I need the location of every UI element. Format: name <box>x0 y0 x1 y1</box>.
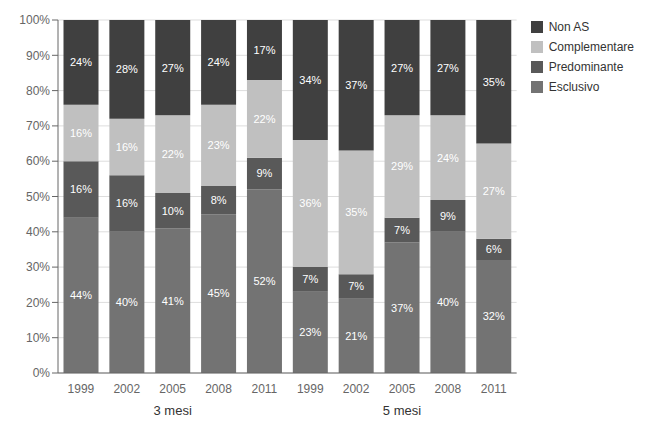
svg-text:5 mesi: 5 mesi <box>383 403 421 418</box>
svg-text:16%: 16% <box>70 183 92 195</box>
svg-text:37%: 37% <box>391 302 413 314</box>
svg-text:29%: 29% <box>391 160 413 172</box>
svg-text:2005: 2005 <box>389 382 416 396</box>
html-text:Complementare: Complementare <box>548 40 634 54</box>
svg-text:24%: 24% <box>208 56 230 68</box>
svg-text:23%: 23% <box>299 326 321 338</box>
svg-text:35%: 35% <box>483 76 505 88</box>
html-text:Predominante: Predominante <box>548 60 624 74</box>
svg-text:40%: 40% <box>437 296 459 308</box>
svg-text:21%: 21% <box>345 330 367 342</box>
svg-text:22%: 22% <box>253 113 275 125</box>
svg-text:0%: 0% <box>33 366 51 380</box>
svg-text:16%: 16% <box>116 141 138 153</box>
svg-text:2005: 2005 <box>159 382 186 396</box>
svg-text:32%: 32% <box>483 310 505 322</box>
svg-text:17%: 17% <box>253 44 275 56</box>
svg-text:2011: 2011 <box>251 382 277 396</box>
svg-text:1999: 1999 <box>68 382 95 396</box>
svg-text:44%: 44% <box>70 289 92 301</box>
svg-text:60%: 60% <box>26 154 50 168</box>
svg-text:41%: 41% <box>162 295 184 307</box>
svg-text:28%: 28% <box>116 63 138 75</box>
svg-text:27%: 27% <box>437 62 459 74</box>
svg-text:7%: 7% <box>394 224 410 236</box>
svg-text:30%: 30% <box>26 260 50 274</box>
svg-text:16%: 16% <box>116 197 138 209</box>
html-text:Non AS: Non AS <box>548 20 590 34</box>
svg-text:100%: 100% <box>19 13 50 27</box>
svg-text:7%: 7% <box>348 280 364 292</box>
svg-text:40%: 40% <box>26 225 50 239</box>
svg-text:45%: 45% <box>208 287 230 299</box>
svg-text:23%: 23% <box>208 139 230 151</box>
svg-text:40%: 40% <box>116 296 138 308</box>
svg-text:37%: 37% <box>345 79 367 91</box>
svg-text:27%: 27% <box>391 62 413 74</box>
svg-text:24%: 24% <box>437 152 459 164</box>
svg-text:27%: 27% <box>483 185 505 197</box>
svg-text:2008: 2008 <box>205 382 232 396</box>
svg-text:27%: 27% <box>162 62 184 74</box>
svg-text:34%: 34% <box>299 74 321 86</box>
svg-text:9%: 9% <box>440 210 456 222</box>
svg-text:80%: 80% <box>26 84 50 98</box>
svg-text:9%: 9% <box>257 167 273 179</box>
svg-text:2011: 2011 <box>481 382 507 396</box>
svg-text:16%: 16% <box>70 127 92 139</box>
svg-text:90%: 90% <box>26 49 50 63</box>
svg-text:10%: 10% <box>26 331 50 345</box>
svg-text:36%: 36% <box>299 197 321 209</box>
svg-text:3 mesi: 3 mesi <box>154 403 192 418</box>
svg-text:7%: 7% <box>302 273 318 285</box>
svg-text:10%: 10% <box>162 205 184 217</box>
svg-text:22%: 22% <box>162 148 184 160</box>
svg-text:2002: 2002 <box>343 382 370 396</box>
svg-text:2002: 2002 <box>113 382 140 396</box>
svg-text:52%: 52% <box>253 275 275 287</box>
svg-text:8%: 8% <box>211 194 227 206</box>
svg-text:2008: 2008 <box>434 382 461 396</box>
svg-text:20%: 20% <box>26 296 50 310</box>
svg-text:6%: 6% <box>486 243 502 255</box>
svg-text:24%: 24% <box>70 56 92 68</box>
svg-text:35%: 35% <box>345 206 367 218</box>
svg-text:1999: 1999 <box>297 382 324 396</box>
svg-text:70%: 70% <box>26 119 50 133</box>
svg-text:50%: 50% <box>26 190 50 204</box>
html-text:Esclusivo: Esclusivo <box>548 80 600 94</box>
